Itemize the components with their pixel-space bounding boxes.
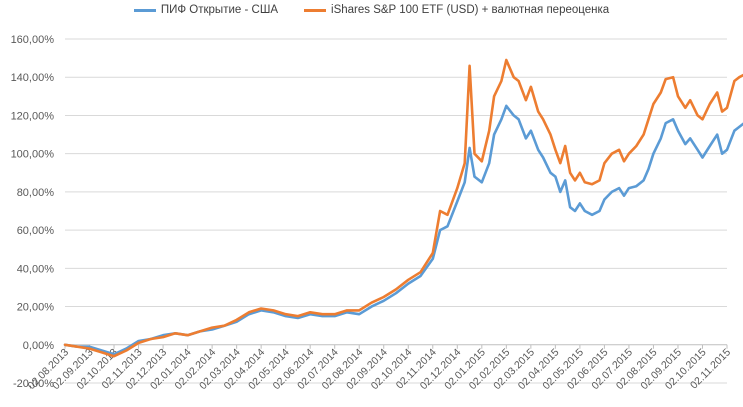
y-tick-label: 20,00%: [17, 302, 55, 314]
y-tick-label: 120,00%: [11, 110, 55, 122]
y-tick-label: 40,00%: [17, 263, 55, 275]
series-line-ishares: [63, 58, 743, 358]
y-tick-label: 100,00%: [11, 149, 55, 161]
y-tick-label: -20,00%: [13, 378, 54, 390]
legend-item-ishares: iShares S&P 100 ETF (USD) + валютная пер…: [304, 4, 609, 16]
legend-label-pif: ПИФ Открытие - США: [160, 4, 279, 16]
legend-item-pif: ПИФ Открытие - США: [133, 4, 279, 16]
y-tick-label: 160,00%: [11, 34, 55, 46]
legend-swatch-ishares: [304, 8, 327, 12]
legend-label-ishares: iShares S&P 100 ETF (USD) + валютная пер…: [331, 4, 610, 16]
y-tick-label: 140,00%: [11, 72, 55, 84]
legend-swatch-pif: [133, 8, 156, 12]
y-tick-label: 80,00%: [17, 187, 55, 199]
y-tick-label: 0,00%: [23, 340, 54, 352]
legend: ПИФ Открытие - США iShares S&P 100 ETF (…: [0, 4, 743, 16]
y-tick-label: 60,00%: [17, 225, 55, 237]
